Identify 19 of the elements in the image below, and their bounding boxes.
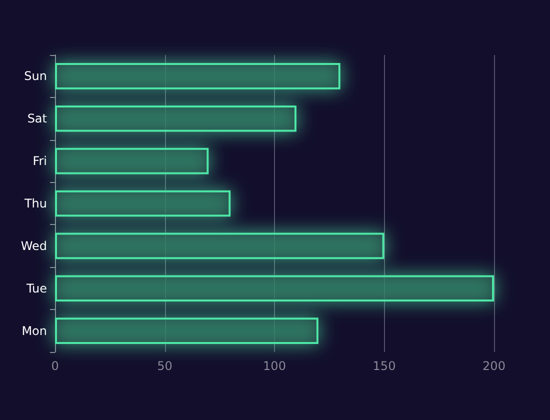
y-tick-label: Fri — [32, 154, 47, 168]
x-tick-label: 0 — [51, 359, 59, 373]
bar — [55, 190, 231, 217]
x-tick-label: 100 — [263, 359, 286, 373]
y-tick-label: Sat — [27, 112, 48, 126]
bar — [55, 148, 209, 174]
bar — [55, 275, 494, 302]
y-tick-label: Mon — [22, 324, 47, 338]
y-tick-label: Tue — [26, 281, 47, 296]
bar — [55, 232, 384, 260]
y-tick-label: Wed — [20, 238, 47, 253]
x-tick-label: 200 — [482, 359, 506, 373]
x-tick-label: 150 — [372, 359, 396, 373]
bar — [55, 318, 318, 344]
bar — [55, 105, 296, 132]
y-tick-label: Thu — [23, 196, 47, 210]
x-tick-label: 50 — [157, 359, 172, 373]
y-tick-label: Sun — [24, 69, 47, 84]
bar — [55, 63, 340, 90]
